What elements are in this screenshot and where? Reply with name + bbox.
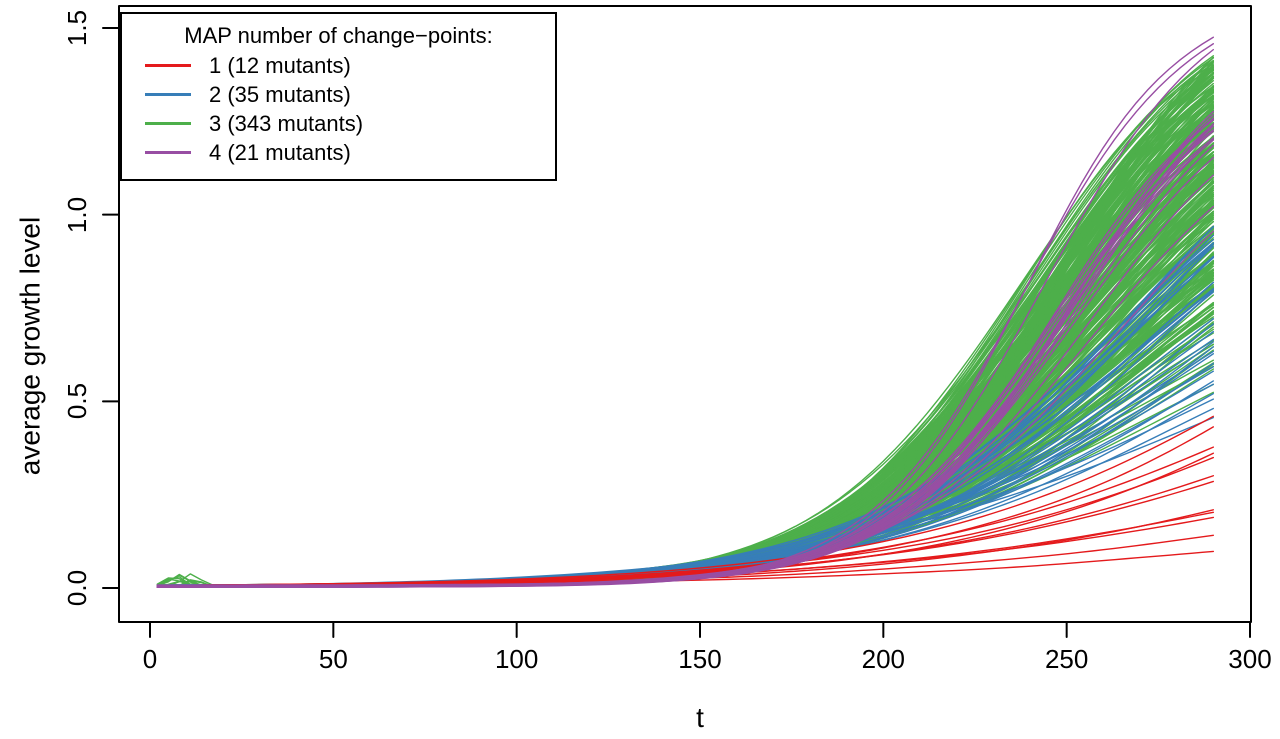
x-tick-label: 250 <box>1044 644 1089 674</box>
y-axis-title: average growth level <box>14 216 46 476</box>
legend-line-swatch <box>145 151 191 154</box>
legend-item-label: 2 (35 mutants) <box>209 82 351 107</box>
legend: MAP number of change−points: 1 (12 mutan… <box>120 12 557 181</box>
x-tick-label: 200 <box>861 644 906 674</box>
legend-line-swatch <box>145 122 191 125</box>
legend-item-1: 1 (12 mutants) <box>122 51 555 80</box>
legend-line-swatch <box>145 93 191 96</box>
legend-item-label: 3 (343 mutants) <box>209 111 364 136</box>
legend-item-label: 1 (12 mutants) <box>209 53 351 78</box>
x-tick-label: 100 <box>494 644 539 674</box>
legend-item-3: 3 (343 mutants) <box>122 109 555 138</box>
legend-title: MAP number of change−points: <box>184 23 493 48</box>
y-tick-label: 0.0 <box>62 569 92 607</box>
legend-item-label: 4 (21 mutants) <box>209 140 351 165</box>
legend-items: 1 (12 mutants) 2 (35 mutants) 3 (343 mutan… <box>122 51 555 167</box>
x-tick-label: 300 <box>1228 644 1272 674</box>
legend-line-swatch <box>145 64 191 67</box>
legend-item-2: 2 (35 mutants) <box>122 80 555 109</box>
legend-item-4: 4 (21 mutants) <box>122 138 555 167</box>
x-tick-label: 150 <box>678 644 722 674</box>
y-tick-label: 1.0 <box>62 196 92 233</box>
y-tick-label: 0.5 <box>62 383 92 420</box>
x-tick-label: 0 <box>142 644 158 674</box>
x-axis-title: t <box>696 702 704 733</box>
x-tick-label: 50 <box>318 644 348 674</box>
y-tick-label: 1.5 <box>62 9 92 47</box>
